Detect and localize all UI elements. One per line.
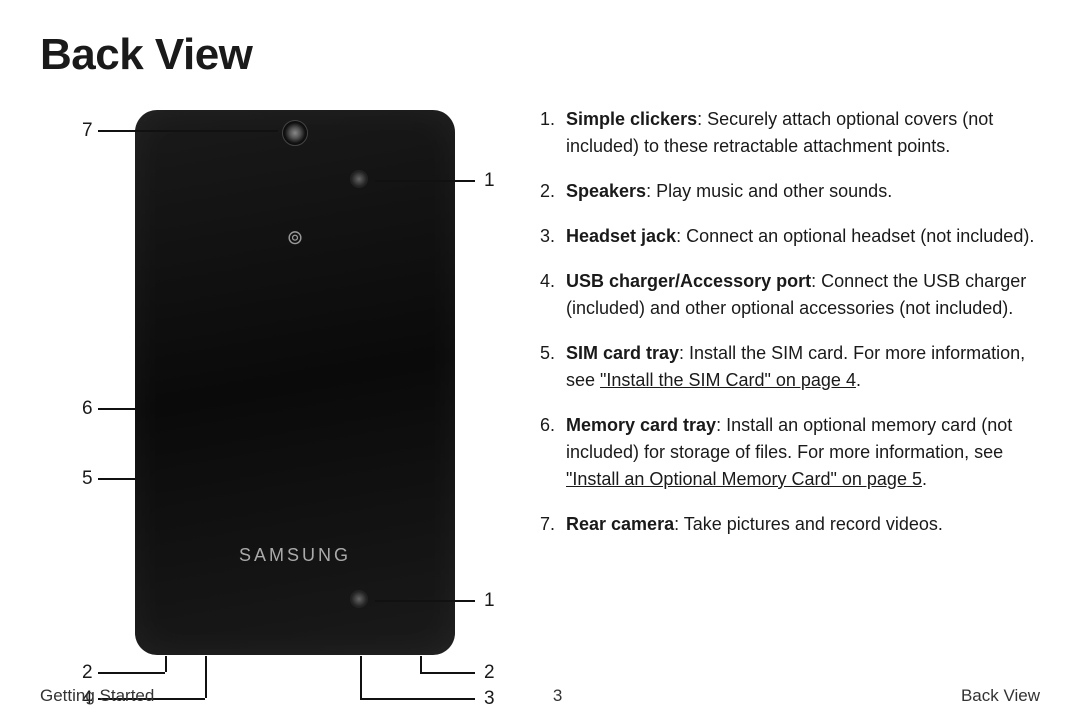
callout-1-bottom: 1 <box>484 590 495 612</box>
tablet-back: ⊚ SAMSUNG <box>135 110 455 655</box>
callout-line <box>420 672 475 674</box>
rear-camera-icon <box>282 120 308 146</box>
callout-5: 5 <box>82 468 93 490</box>
footer-page-number: 3 <box>553 686 562 706</box>
callout-6: 6 <box>82 398 93 420</box>
cross-ref-link[interactable]: "Install an Optional Memory Card" on pag… <box>566 469 922 489</box>
list-item: USB charger/Accessory port: Connect the … <box>540 268 1040 322</box>
callout-1-top: 1 <box>484 170 495 192</box>
callout-line <box>375 600 475 602</box>
callout-line <box>98 408 135 410</box>
term: Headset jack <box>566 226 676 246</box>
term: Memory card tray <box>566 415 716 435</box>
term: Simple clickers <box>566 109 697 129</box>
list-item: SIM card tray: Install the SIM card. For… <box>540 340 1040 394</box>
carrier-logo-icon: ⊚ <box>287 225 304 250</box>
diagram-column: ⊚ SAMSUNG 7 1 1 6 5 2 4 2 3 <box>40 98 500 688</box>
term: Rear camera <box>566 514 674 534</box>
footer-section: Getting Started <box>40 686 154 706</box>
clicker-top-icon <box>350 170 368 188</box>
list-item: Headset jack: Connect an optional headse… <box>540 223 1040 250</box>
clicker-bottom-icon <box>350 590 368 608</box>
feature-list: Simple clickers: Securely attach optiona… <box>540 98 1040 688</box>
callout-line <box>165 656 167 672</box>
content-row: ⊚ SAMSUNG 7 1 1 6 5 2 4 2 3 <box>40 98 1040 688</box>
list-item: Memory card tray: Install an optional me… <box>540 412 1040 493</box>
callout-line <box>420 656 422 672</box>
callout-line <box>98 672 165 674</box>
term: SIM card tray <box>566 343 679 363</box>
callout-2-left: 2 <box>82 662 93 684</box>
desc: . <box>856 370 861 390</box>
callout-2-right: 2 <box>484 662 495 684</box>
page-title: Back View <box>40 30 1040 80</box>
desc: : Take pictures and record videos. <box>674 514 943 534</box>
desc: : Play music and other sounds. <box>646 181 892 201</box>
list-item: Simple clickers: Securely attach optiona… <box>540 106 1040 160</box>
list-item: Rear camera: Take pictures and record vi… <box>540 511 1040 538</box>
brand-label: SAMSUNG <box>239 545 351 566</box>
callout-line <box>375 180 475 182</box>
desc: : Connect an optional headset (not inclu… <box>676 226 1034 246</box>
list-item: Speakers: Play music and other sounds. <box>540 178 1040 205</box>
page-footer: Getting Started 3 Back View <box>40 686 1040 706</box>
term: USB charger/Accessory port <box>566 271 811 291</box>
cross-ref-link[interactable]: "Install the SIM Card" on page 4 <box>600 370 856 390</box>
term: Speakers <box>566 181 646 201</box>
footer-topic: Back View <box>961 686 1040 706</box>
desc: . <box>922 469 927 489</box>
callout-7: 7 <box>82 120 93 142</box>
callout-line <box>98 130 278 132</box>
callout-line <box>98 478 135 480</box>
